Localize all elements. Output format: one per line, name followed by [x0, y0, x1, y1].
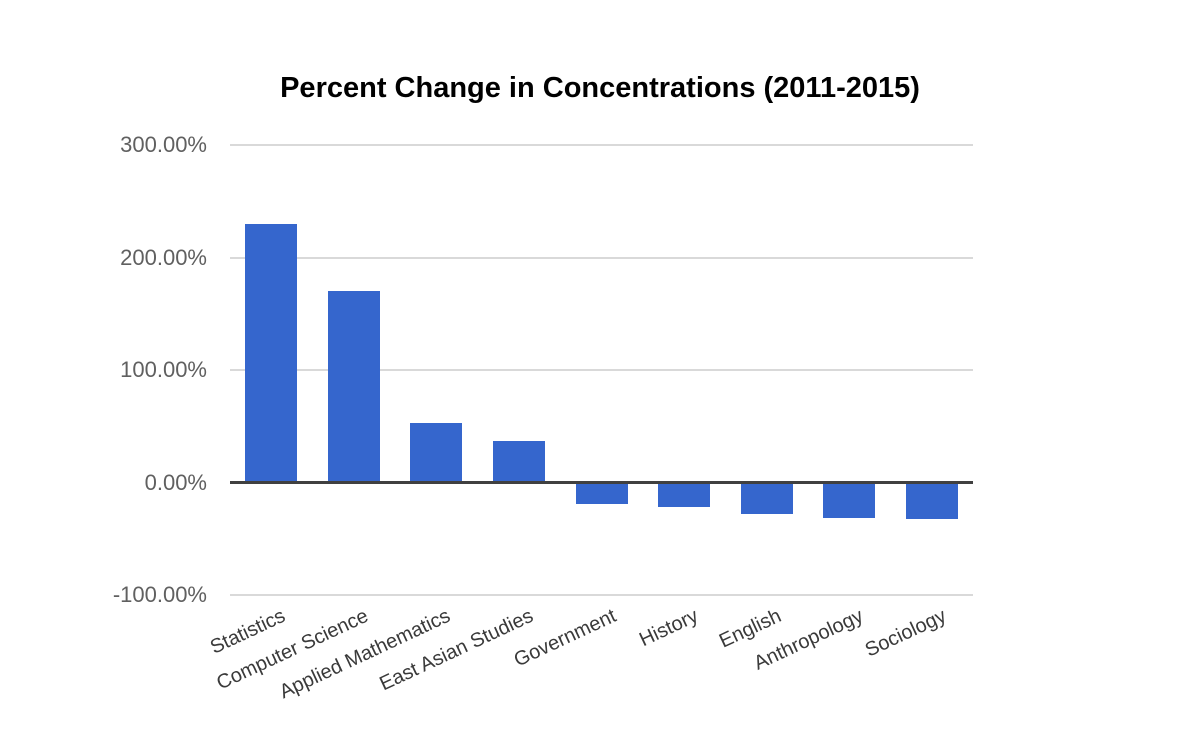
- bar: [492, 440, 545, 483]
- bar: [327, 291, 380, 483]
- bar: [575, 484, 628, 505]
- bar: [245, 223, 298, 483]
- y-tick-label: 0.00%: [144, 469, 207, 495]
- gridline: [230, 594, 973, 596]
- chart-title: Percent Change in Concentrations (2011-2…: [280, 72, 920, 104]
- y-tick-label: 300.00%: [120, 132, 207, 157]
- bar: [658, 484, 711, 507]
- zero-axis-line: [230, 481, 973, 484]
- bar: [905, 484, 958, 519]
- y-tick-label: -100.00%: [112, 582, 207, 607]
- bar: [410, 422, 463, 483]
- gridline: [230, 256, 973, 259]
- bar: [823, 484, 876, 518]
- bar: [740, 484, 793, 515]
- y-tick-label: 100.00%: [120, 357, 207, 382]
- gridline: [230, 369, 973, 371]
- y-tick-label: 200.00%: [120, 244, 207, 270]
- gridline: [230, 144, 973, 146]
